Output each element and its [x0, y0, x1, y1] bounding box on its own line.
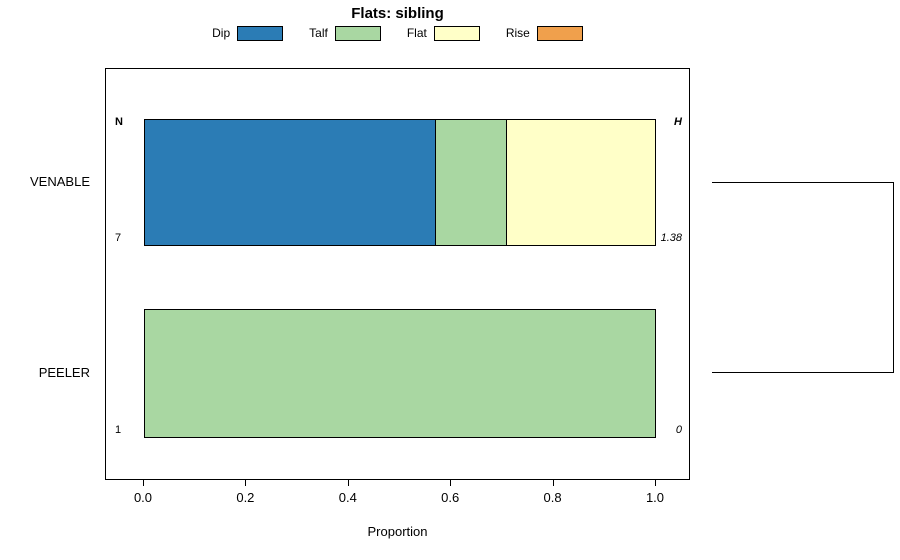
row-n-value: 1	[115, 424, 122, 436]
dendrogram-bottom-link	[712, 372, 894, 373]
chart-title: Flats: sibling	[351, 5, 444, 22]
row-n-value: 7	[115, 232, 122, 244]
bar-peeler	[144, 309, 656, 438]
x-tick-label: 0.4	[338, 490, 357, 505]
legend-label: Talf	[309, 26, 328, 40]
x-tick-mark	[450, 480, 452, 486]
legend-item-dip: Dip	[212, 25, 284, 41]
dendrogram-vertical-link	[893, 182, 894, 373]
row-h-value: 1.38	[660, 232, 682, 244]
column-header-h: H	[674, 116, 682, 128]
legend: Dip Talf Flat Rise	[105, 24, 690, 42]
segment-flat	[507, 120, 655, 245]
x-tick-mark	[245, 480, 247, 486]
legend-label: Rise	[505, 26, 530, 40]
x-tick-mark	[143, 480, 144, 486]
x-tick-label: 0.8	[543, 490, 562, 505]
segment-talf	[435, 120, 508, 245]
x-tick-label: 1.0	[645, 490, 665, 505]
row-h-value: 0	[675, 424, 682, 436]
segment-dip	[145, 120, 436, 245]
x-tick-mark	[347, 480, 349, 486]
legend-label: Dip	[212, 26, 231, 40]
x-tick-label: 0.0	[133, 490, 153, 505]
column-header-n: N	[115, 116, 123, 128]
y-axis-label-venable: VENABLE	[30, 173, 90, 189]
plot-area: 7 1.38 N H 1 0	[105, 68, 690, 480]
legend-item-rise: Rise	[505, 25, 583, 41]
legend-item-talf: Talf	[309, 25, 381, 41]
x-tick-mark	[655, 480, 656, 486]
legend-swatch	[536, 25, 583, 41]
legend-swatch	[237, 25, 284, 41]
legend-swatch	[334, 25, 381, 41]
x-tick-mark	[552, 480, 554, 486]
y-axis-label-peeler: PEELER	[38, 364, 90, 380]
legend-swatch	[433, 25, 480, 41]
dendrogram-top-link	[712, 182, 894, 183]
x-tick-label: 0.6	[441, 490, 460, 505]
legend-item-flat: Flat	[406, 25, 480, 41]
segment-talf	[145, 310, 655, 437]
x-axis-title: Proportion	[367, 524, 428, 539]
bar-venable	[144, 119, 656, 246]
x-tick-label: 0.2	[236, 490, 255, 505]
legend-label: Flat	[406, 26, 427, 40]
